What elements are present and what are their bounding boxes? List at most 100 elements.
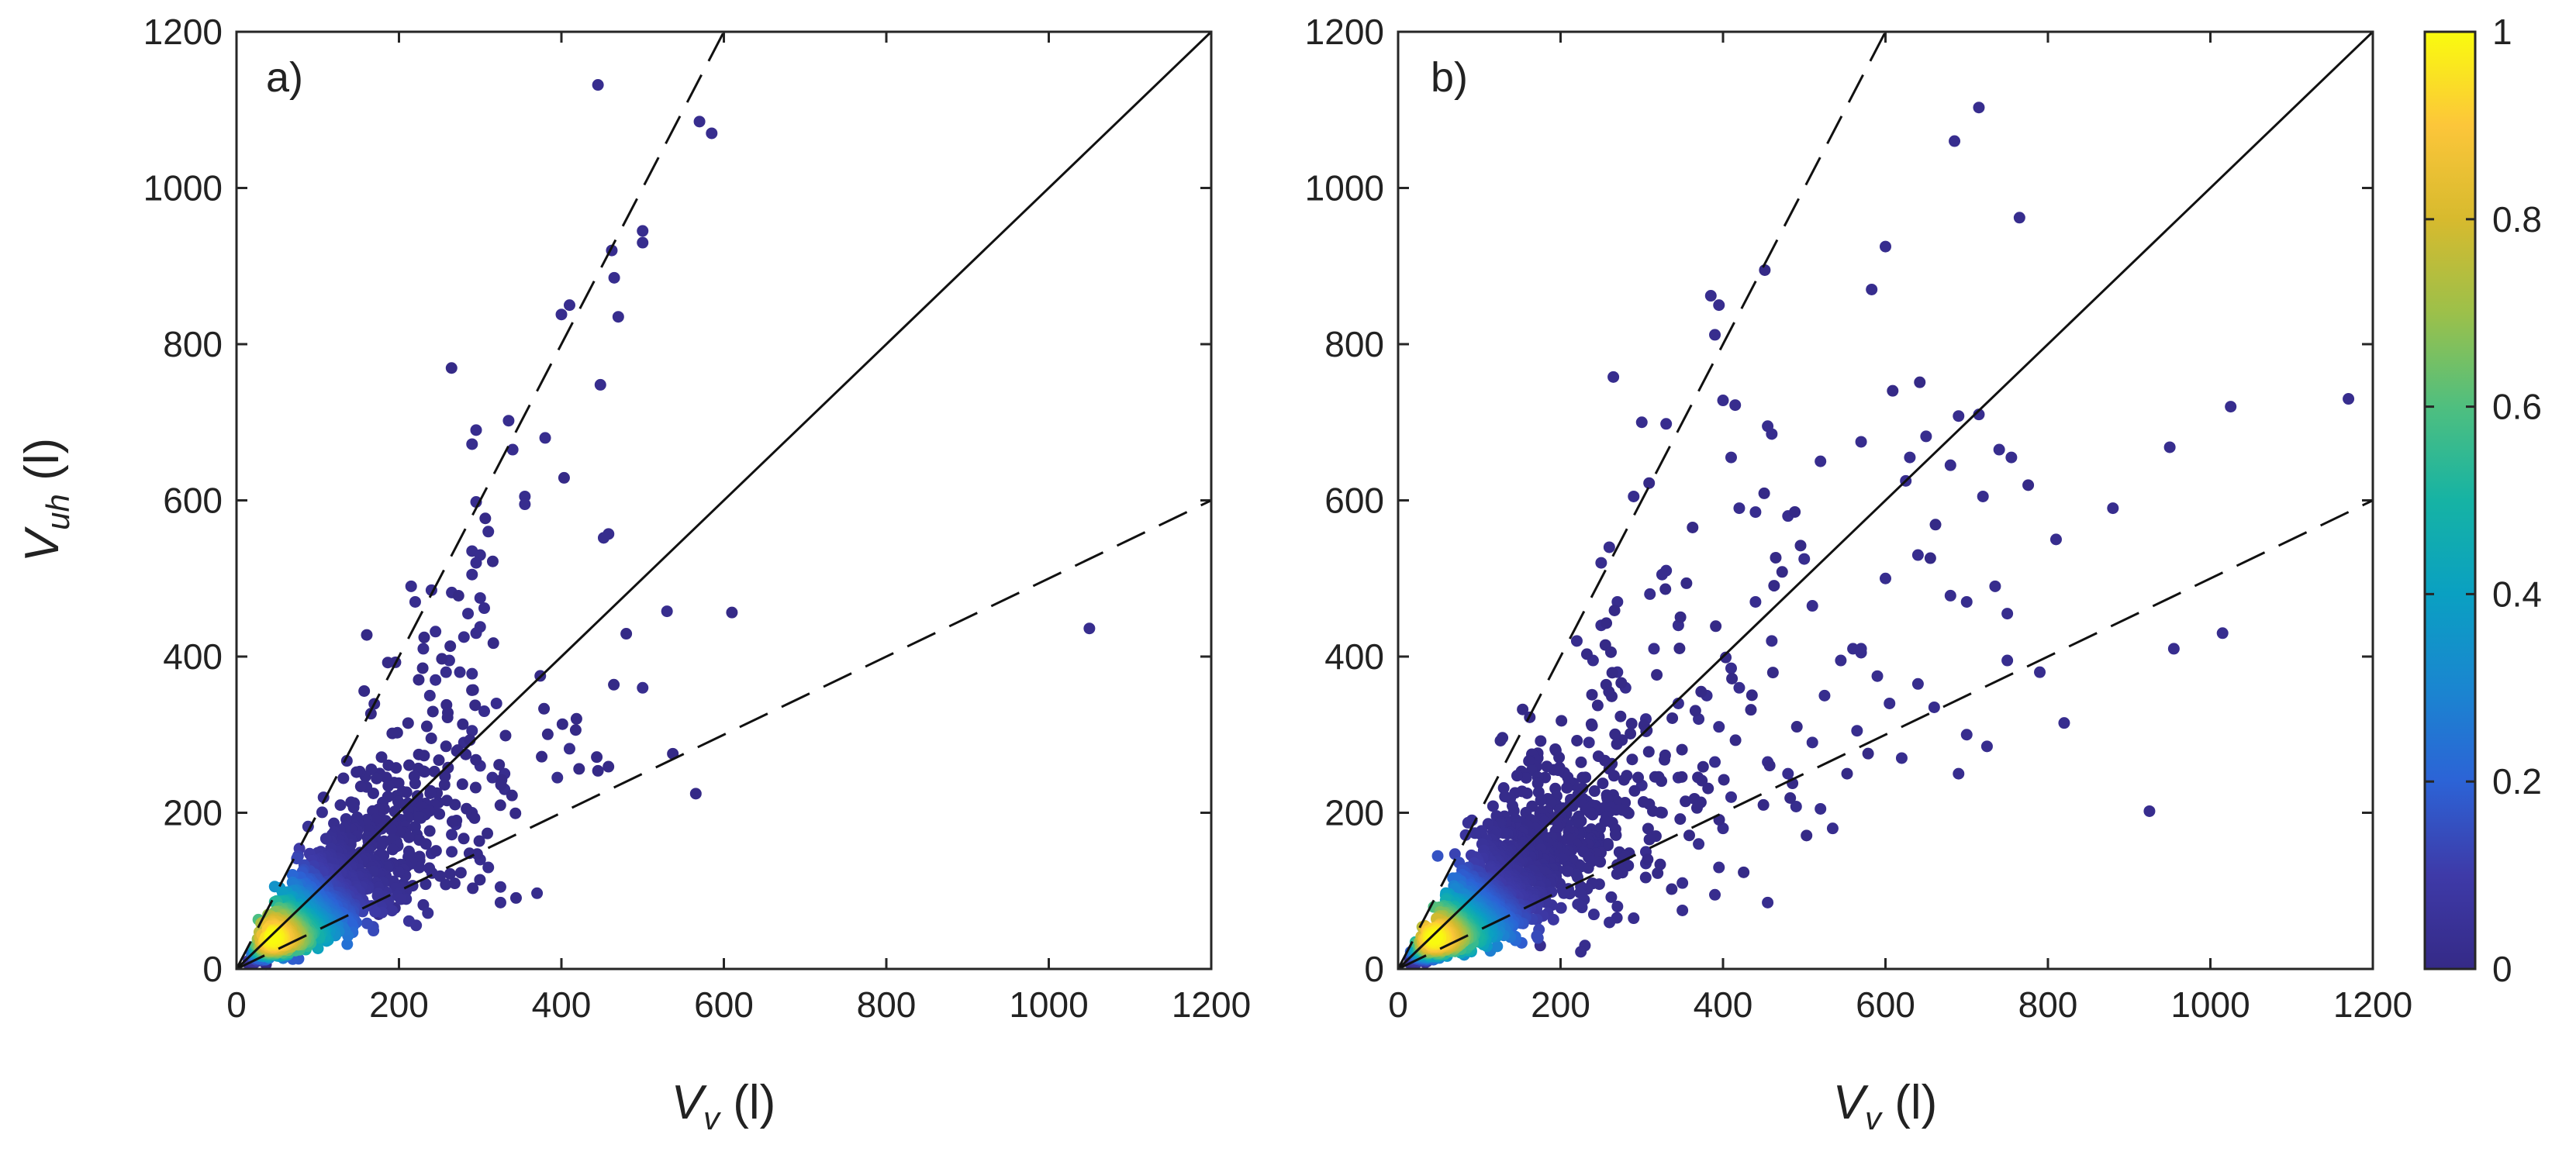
data-point <box>1545 795 1557 808</box>
data-point <box>594 378 606 391</box>
one-to-one-line <box>235 30 1213 971</box>
data-point <box>1611 867 1623 880</box>
data-point <box>1597 777 1609 790</box>
data-point <box>1643 477 1656 489</box>
data-point <box>573 763 585 775</box>
data-point <box>402 717 414 729</box>
data-point <box>395 893 407 905</box>
data-point <box>1541 760 1553 773</box>
data-point <box>1929 519 1942 531</box>
data-point <box>1594 822 1607 835</box>
data-point <box>424 788 437 800</box>
data-point <box>1880 240 1891 253</box>
data-point <box>1547 913 1559 926</box>
data-point <box>448 877 461 890</box>
data-point <box>689 788 702 800</box>
data-point <box>2225 401 2237 413</box>
data-point <box>1713 721 1725 733</box>
data-point <box>430 626 442 638</box>
data-point <box>1611 738 1623 750</box>
data-point <box>440 878 452 891</box>
data-point <box>2216 627 2229 640</box>
data-point <box>1729 734 1742 746</box>
data-point <box>474 874 486 886</box>
y-tick-label: 200 <box>163 793 223 833</box>
data-point <box>1766 635 1778 647</box>
x-axis-label: Vv (l) <box>1833 1076 1938 1136</box>
data-point <box>1607 770 1620 782</box>
data-point <box>592 79 604 91</box>
data-point <box>1676 771 1688 783</box>
data-point <box>430 845 442 857</box>
data-point <box>413 674 425 686</box>
data-point <box>458 631 470 643</box>
data-point <box>1696 774 1708 787</box>
data-point <box>637 236 649 249</box>
colorbar-tick-label: 0.2 <box>2492 761 2542 802</box>
data-point <box>1517 703 1529 715</box>
data-point <box>462 608 475 620</box>
data-point <box>361 917 373 929</box>
data-point <box>1766 428 1778 440</box>
colorbar-tick-label: 0 <box>2492 949 2512 989</box>
colorbar-gradient <box>2423 30 2477 971</box>
data-point <box>494 896 506 908</box>
data-point <box>1725 451 1737 464</box>
data-point <box>1818 689 1831 702</box>
data-point <box>1628 784 1641 797</box>
data-point <box>563 299 575 312</box>
data-point <box>558 471 570 484</box>
data-point <box>661 605 673 618</box>
data-point <box>502 415 515 427</box>
data-point <box>1588 785 1601 798</box>
data-point <box>418 631 430 643</box>
data-point <box>1944 459 1956 471</box>
data-point <box>1687 521 1699 533</box>
data-point <box>1993 443 2005 456</box>
data-point <box>402 831 415 843</box>
data-point <box>1989 580 2001 592</box>
data-point <box>1618 774 1630 786</box>
colorbar-tick-label: 0.4 <box>2492 574 2542 614</box>
data-point <box>1953 767 1965 780</box>
data-point <box>416 662 429 674</box>
data-point <box>1784 792 1797 805</box>
data-point <box>478 602 490 615</box>
data-point <box>1725 791 1737 803</box>
data-point <box>620 628 633 640</box>
data-point <box>1835 654 1847 667</box>
data-point <box>1815 455 1827 467</box>
data-point <box>1746 689 1758 702</box>
data-point <box>592 764 604 777</box>
data-point <box>474 591 486 604</box>
data-point <box>1710 620 1722 633</box>
data-point <box>354 781 367 793</box>
data-point <box>1960 729 1973 741</box>
data-point <box>375 751 388 764</box>
data-point <box>603 760 615 773</box>
x-tick-label: 1000 <box>2170 984 2250 1025</box>
data-point <box>466 568 478 581</box>
colorbar: 0 0.2 0.4 0.6 0.8 1 <box>2423 12 2542 989</box>
data-point <box>1575 756 1587 768</box>
data-point <box>1674 813 1687 826</box>
data-point <box>347 802 360 814</box>
data-point <box>1862 747 1874 760</box>
data-point <box>1647 805 1659 817</box>
data-point <box>1535 794 1547 806</box>
data-point <box>1523 755 1535 767</box>
y-axis-label: Vuh (l) <box>16 438 76 562</box>
x-tick-label: 600 <box>1856 984 1915 1025</box>
plot-frame <box>1397 30 2374 971</box>
data-point <box>1666 883 1678 895</box>
x-tick-label: 1200 <box>1172 984 1251 1025</box>
y-tick-label: 0 <box>202 949 223 989</box>
data-point <box>1083 622 1096 635</box>
data-point <box>1884 697 1896 709</box>
data-point <box>1603 541 1615 553</box>
data-point <box>1520 771 1532 784</box>
data-point <box>612 311 624 323</box>
data-point <box>1604 646 1617 658</box>
data-point <box>441 712 454 724</box>
data-point <box>440 666 452 678</box>
